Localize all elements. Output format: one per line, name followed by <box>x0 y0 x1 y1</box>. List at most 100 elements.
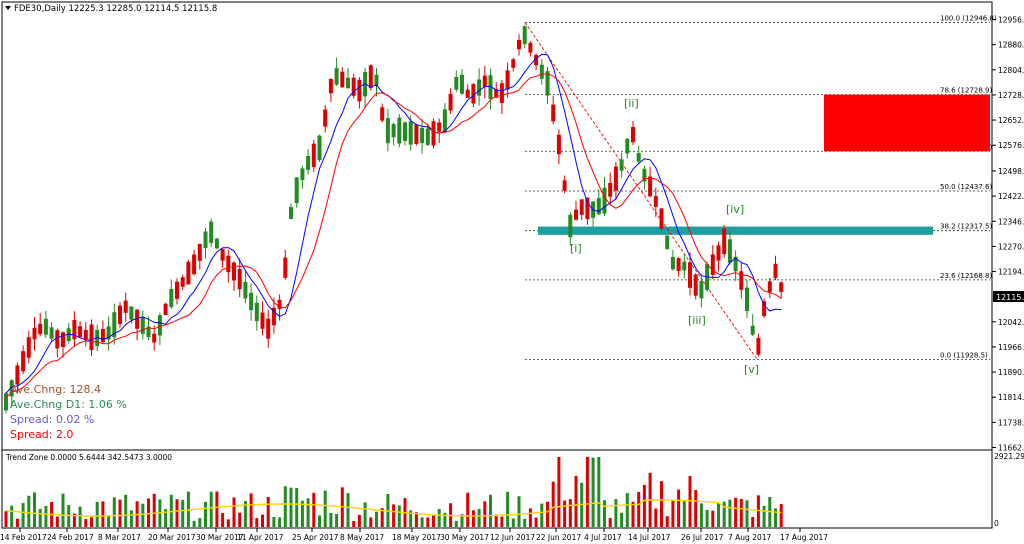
histogram-bar <box>55 516 59 527</box>
candle-body <box>653 196 658 207</box>
time-tick-label: 30 Mar 2017 <box>196 533 244 542</box>
histogram-bar <box>61 493 65 527</box>
histogram-bar <box>454 520 458 527</box>
candle-body <box>32 327 37 340</box>
histogram-bar <box>266 497 270 527</box>
wave-label-v: [v] <box>744 363 759 376</box>
histogram-bar <box>734 497 738 527</box>
candle-body <box>129 306 134 320</box>
histogram-bar <box>215 491 219 527</box>
candle-body <box>745 287 749 312</box>
time-tick-label: 8 May 2017 <box>340 533 384 542</box>
candle-body <box>579 199 584 215</box>
time-tick-label: 26 Jul 2017 <box>681 533 724 542</box>
time-tick-label: 22 Jun 2017 <box>536 533 581 542</box>
candle-body <box>220 249 225 261</box>
candle-body <box>391 123 396 138</box>
candle-body <box>625 138 630 154</box>
candle-body <box>551 104 556 122</box>
histogram-bar <box>500 516 504 527</box>
candle-body <box>260 312 265 329</box>
histogram-bar <box>437 509 441 527</box>
time-axis[interactable]: 14 Feb 2017 24 Feb 2017 8 Mar 2017 20 Mar 2… <box>0 528 828 542</box>
candle-body <box>357 79 362 102</box>
candle-body <box>254 302 259 322</box>
candle-body <box>317 135 322 161</box>
histogram-bar <box>762 505 766 527</box>
candle-body <box>568 214 573 238</box>
candle-body <box>431 121 436 146</box>
histogram-bar <box>460 514 464 527</box>
histogram-bar <box>631 501 635 527</box>
histogram-bar <box>38 508 42 527</box>
histogram-bar <box>90 517 93 527</box>
histogram-bar <box>597 457 601 527</box>
candle-body <box>773 263 778 279</box>
chart-menu-triangle-icon[interactable] <box>5 6 11 10</box>
candle-body <box>271 307 276 326</box>
candle-body <box>585 197 590 220</box>
candle-body <box>72 319 77 340</box>
candle-body <box>368 65 373 89</box>
histogram-bar <box>107 515 111 527</box>
candle-body <box>539 64 544 79</box>
histogram-bar <box>129 510 133 527</box>
price-tick-label: 12652.0 <box>998 116 1024 125</box>
histogram-bar <box>591 457 595 527</box>
candle-body <box>380 107 385 121</box>
candle-body <box>465 89 470 98</box>
candle-body <box>311 143 316 168</box>
candle-body <box>266 318 271 339</box>
histogram-bar <box>243 501 247 527</box>
histogram-bar <box>694 490 698 527</box>
candle-body <box>762 301 767 316</box>
price-axis[interactable]: 12956.0 12880.0 12804.0 12728.0 12652.0 12576… <box>992 16 1024 453</box>
time-tick-label: 25 Apr 2017 <box>292 533 339 542</box>
candle-body <box>420 127 425 144</box>
time-tick-label: 17 Aug 2017 <box>780 533 828 542</box>
candle-body <box>534 54 539 66</box>
time-tick-label: 11 Apr 2017 <box>237 533 284 542</box>
moving-averages <box>5 53 782 399</box>
histogram-bar <box>204 501 207 527</box>
histogram-bar <box>756 495 760 527</box>
histogram-bar <box>112 497 116 527</box>
candle-body <box>26 337 31 358</box>
histogram-bar <box>620 512 624 527</box>
candle-body <box>294 177 299 204</box>
histogram-bar <box>346 493 350 527</box>
histogram-bar <box>33 492 36 527</box>
candle-body <box>146 326 151 338</box>
time-tick-label: 12 Jun 2017 <box>490 533 535 542</box>
candle-body <box>4 393 8 411</box>
histogram-bar <box>420 517 424 527</box>
candle-body <box>300 168 305 181</box>
candle-body <box>574 209 578 220</box>
histogram-bar <box>426 517 430 527</box>
candle-body <box>163 303 168 316</box>
histogram-bar <box>232 497 236 527</box>
candle-body <box>596 198 601 215</box>
candle-body <box>477 79 482 96</box>
candle-body <box>118 305 122 324</box>
histogram-bar <box>779 504 783 527</box>
time-tick-label: 18 May 2017 <box>392 533 441 542</box>
histogram-bar <box>717 503 720 527</box>
histogram-bar <box>249 493 253 527</box>
candle-body <box>323 109 328 127</box>
indicator-plot-frame <box>1 449 993 529</box>
fib-level-label: 23.6 (12168.8) <box>940 272 992 280</box>
candle-body <box>659 208 664 229</box>
price-tick-label: 12042.0 <box>998 318 1024 327</box>
candle-body <box>682 261 687 271</box>
candle-body <box>9 380 14 397</box>
histogram-bar <box>671 500 675 527</box>
candle-body <box>214 238 219 249</box>
histogram-bar <box>124 494 128 527</box>
histogram-bar <box>585 457 589 527</box>
histogram-bar <box>352 520 356 527</box>
histogram-bar <box>409 510 413 527</box>
candle-body <box>442 109 447 133</box>
candle-body <box>414 124 419 144</box>
